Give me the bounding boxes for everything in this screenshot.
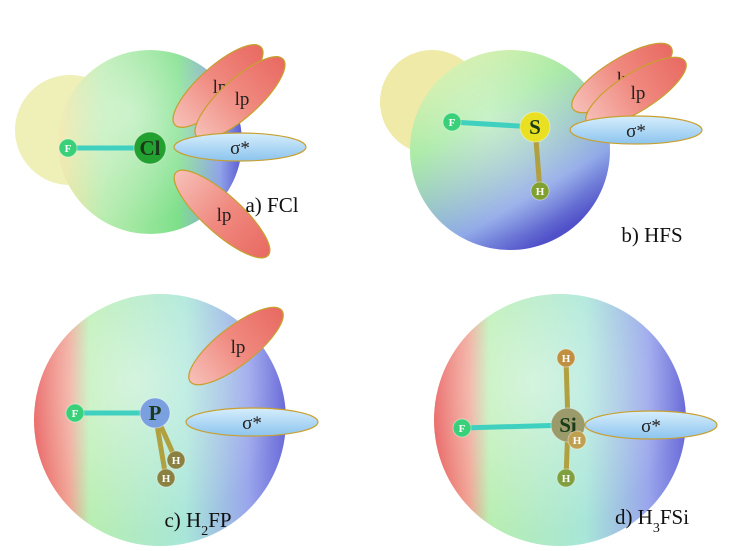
subscript: 3: [653, 521, 660, 536]
orbital-label: σ*: [641, 416, 661, 437]
panel-label: c) H2FP: [164, 508, 231, 539]
atom: [567, 430, 587, 450]
atom-label: P: [149, 401, 162, 425]
sigma-star-orbital: [584, 410, 718, 440]
surface-b: [380, 50, 610, 250]
orbital-label: σ*: [626, 121, 646, 142]
orbital-label: σ*: [242, 413, 262, 434]
bond: [461, 422, 569, 431]
orbital-label: lp: [235, 89, 250, 110]
atom-label: F: [449, 117, 456, 129]
label-part: FSi: [660, 505, 689, 529]
orbital: [569, 115, 703, 145]
panel-label: a) FCl: [245, 193, 298, 217]
orbital: [584, 410, 718, 440]
label-part: FP: [208, 508, 231, 532]
sigma-star-orbital: [569, 115, 703, 145]
atom: [530, 181, 550, 201]
atom: [156, 468, 176, 488]
panel-label: b) HFS: [621, 223, 682, 247]
atom: [442, 112, 462, 132]
atom: [556, 468, 576, 488]
atom: [65, 403, 85, 423]
subscript: 2: [201, 524, 208, 539]
orbital-label: lp: [231, 337, 246, 358]
label-part: d) H: [615, 505, 653, 529]
atom-label: H: [172, 455, 181, 467]
label-part: c) H: [164, 508, 201, 532]
orbital: [185, 407, 319, 437]
orbital-label: σ*: [230, 138, 250, 159]
atom-label: F: [459, 423, 466, 435]
label-part: b) HFS: [621, 223, 682, 247]
orbital-label: lp: [217, 205, 232, 226]
atom-label: S: [529, 115, 541, 139]
label-part: a) FCl: [245, 193, 298, 217]
atom-label: H: [573, 435, 582, 447]
atom: [556, 348, 576, 368]
atom-label: H: [536, 186, 545, 198]
atom: [452, 418, 472, 438]
lone-pair: [188, 306, 284, 386]
atom: [58, 138, 78, 158]
atom: [139, 397, 171, 429]
atom-label: F: [65, 143, 72, 155]
atom-label: H: [562, 353, 571, 365]
sigma-star-orbital: [185, 407, 319, 437]
atom-label: Cl: [140, 136, 161, 160]
atom-label: H: [562, 473, 571, 485]
sigma-star-orbital: [173, 132, 307, 162]
orbital-label: lp: [631, 83, 646, 104]
atom-label: H: [162, 473, 171, 485]
orbital: [173, 132, 307, 162]
atom: [133, 131, 167, 165]
atom-label: F: [72, 408, 79, 420]
panel-label: d) H3FSi: [615, 505, 689, 536]
atom: [519, 111, 551, 143]
orbital: [188, 306, 284, 386]
atom: [166, 450, 186, 470]
atom-label: Si: [559, 413, 577, 437]
